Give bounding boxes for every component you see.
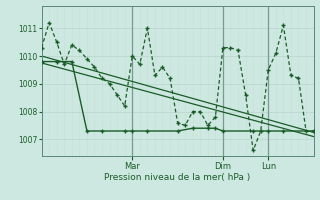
X-axis label: Pression niveau de la mer( hPa ): Pression niveau de la mer( hPa ) — [104, 173, 251, 182]
